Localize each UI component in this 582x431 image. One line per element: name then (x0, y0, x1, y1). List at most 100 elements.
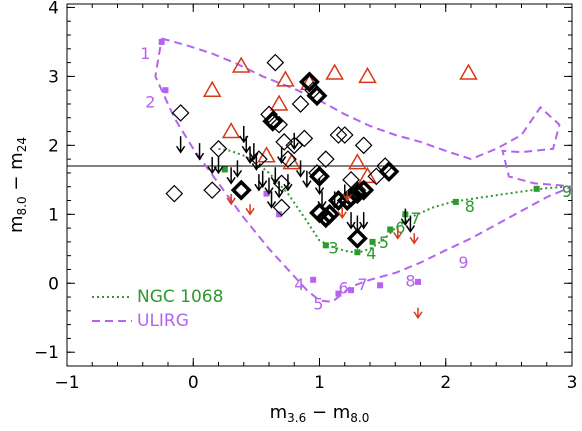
open-diamond-point (209, 139, 228, 158)
axis-label-subscript: 8.0 (350, 411, 369, 425)
x-tick-label: 1 (314, 373, 325, 393)
ulirg-model-marker (158, 38, 165, 45)
triangle-point (276, 70, 295, 87)
upper-limit-arrow (264, 177, 274, 195)
legend-label-ulirg: ULIRG (137, 311, 189, 331)
upper-limit-arrow-head (346, 221, 356, 230)
upper-limit-arrow-head (359, 221, 369, 230)
upper-limit-arrow-head (295, 169, 306, 178)
upper-limit-arrow-head (400, 218, 410, 226)
upper-limit-arrow (295, 160, 306, 178)
upper-limit-arrow (226, 167, 236, 185)
bold-diamond-point (298, 71, 320, 93)
bold-diamond-point (378, 161, 400, 183)
triangle-point (358, 66, 377, 84)
ngc1068-model-marker (221, 166, 228, 173)
upper-limit-arrow-head (277, 156, 287, 164)
red-upper-limit-arrow-head (226, 197, 236, 206)
axis-label-subscript: 8.0 (15, 196, 29, 215)
ulirg-model-label: 1 (140, 44, 150, 63)
upper-limit-arrow (232, 160, 243, 178)
ulirg-model-label: 9 (458, 253, 468, 272)
open-diamond-point (266, 53, 285, 72)
upper-limit-arrow-head (207, 166, 217, 175)
ngc1068-model-marker (369, 238, 376, 245)
upper-limit-arrow (194, 143, 205, 161)
open-diamond-point (354, 136, 373, 155)
triangle-point (348, 153, 367, 170)
upper-limit-arrow (176, 136, 186, 154)
ulirg-model-label: 7 (357, 275, 367, 294)
x-tick-label: −1 (54, 373, 79, 393)
open-diamond-point (329, 126, 348, 144)
ulirg-model-label: 9 (562, 182, 572, 201)
red-upper-limit-arrow (409, 233, 419, 245)
axis-tick-labels: −1 0 1 2 3 −1 0 1 2 3 4 (34, 0, 577, 393)
ulirg-model-marker (263, 190, 270, 197)
axis-label-subscript: 3.6 (287, 411, 306, 425)
bold-diamond-point (340, 186, 362, 208)
ngc1068-model-label: 3 (328, 239, 338, 258)
ulirg-model-label: 5 (313, 294, 323, 313)
triangle-point (202, 80, 222, 97)
upper-limit-arrow-head (232, 169, 243, 178)
ngc1068-model-marker (322, 242, 329, 249)
ulirg-model-marker (310, 276, 317, 283)
upper-limit-arrow-head (176, 145, 186, 154)
red-upper-limit-arrow-head (413, 311, 423, 320)
open-diamond-point (295, 129, 314, 148)
upper-limit-arrow (277, 146, 287, 164)
ulirg-model-label: 2 (145, 92, 155, 111)
ulirg-model-track: 1 2 45 6 7 8 9 9 (140, 37, 573, 313)
upper-limit-arrow (302, 170, 312, 189)
bold-diamond-point (230, 179, 252, 201)
ngc1068-model-marker (354, 249, 361, 256)
ngc1068-model-label: 9 (562, 182, 572, 201)
upper-limit-arrow (251, 153, 261, 171)
upper-limit-arrow-head (226, 176, 236, 185)
upper-limit-arrow (258, 170, 268, 189)
open-diamond-point (270, 115, 288, 134)
triangle-point (269, 94, 289, 111)
bold-diamond-point (353, 179, 375, 201)
red-upper-limit-arrow (413, 307, 423, 320)
ulirg-model-label: 4 (294, 275, 304, 294)
upper-limit-arrow-head (302, 180, 312, 189)
upper-limit-arrow (241, 136, 251, 154)
upper-limit-arrow-head (241, 145, 251, 154)
legend-label-ngc1068: NGC 1068 (137, 287, 223, 307)
y-tick-label: 3 (48, 67, 59, 87)
open-diamond-point (285, 136, 304, 155)
plot-frame (66, 3, 573, 367)
ulirg-model-marker (162, 87, 169, 94)
upper-limit-arrow-head (274, 190, 284, 199)
red-upper-limit-arrow (393, 228, 403, 240)
upper-limit-arrow (266, 191, 277, 209)
ulirg-model-label: 8 (405, 272, 415, 291)
upper-limit-arrow-head (289, 142, 299, 151)
ngc1068-model-marker (452, 198, 459, 205)
y-tick-label: 0 (48, 274, 59, 294)
upper-limit-arrow-head (264, 187, 274, 195)
open-diamond-point (260, 105, 278, 124)
ngc1068-model-label: 6 (395, 218, 405, 237)
ngc1068-model-marker (387, 226, 394, 233)
upper-limit-arrow-head (330, 200, 340, 209)
y-axis-label: m8.0 − m24 (6, 137, 29, 233)
upper-limit-arrow (314, 177, 325, 195)
y-tick-label: −1 (34, 343, 59, 363)
open-diamond-point (171, 104, 190, 122)
open-diamond-point (275, 133, 293, 151)
red-upper-limit-arrow-head (245, 207, 255, 216)
open-diamond-point (279, 150, 297, 168)
upper-limit-arrow-head (270, 176, 280, 185)
open-diamond-point (272, 198, 291, 217)
red-upper-limit-arrow (342, 190, 352, 202)
x-axis-label: m3.6 − m8.0 (270, 402, 370, 425)
axis-label-text: m (6, 215, 27, 233)
red-upper-limit-arrow-head (337, 211, 347, 220)
bold-diamond-point (319, 203, 341, 225)
upper-limit-arrow-head (314, 187, 325, 195)
ulirg-model-marker (348, 287, 355, 294)
upper-limit-arrow (317, 191, 327, 209)
